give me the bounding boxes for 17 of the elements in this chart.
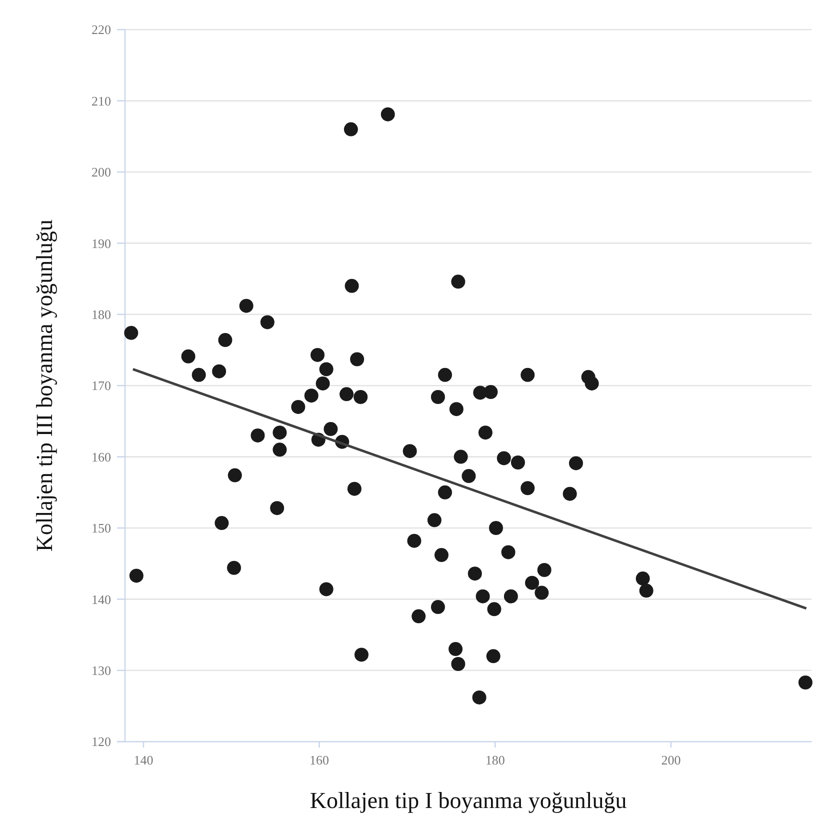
y-tick-label: 200 (92, 164, 111, 180)
y-tick-label: 220 (92, 22, 111, 38)
y-tick-label: 120 (92, 734, 111, 750)
y-tick-label: 190 (92, 236, 111, 251)
x-tick-label: 180 (485, 752, 505, 768)
y-tick-label: 210 (92, 93, 111, 108)
y-tick-label: 150 (92, 520, 111, 536)
x-tick-label: 200 (661, 752, 681, 768)
y-tick-label: 130 (92, 662, 111, 678)
y-axis-title: Kollajen tip III boyanma yoğunluğu (32, 219, 57, 552)
y-tick-label: 180 (92, 306, 111, 322)
x-axis-title: Kollajen tip I boyanma yoğunluğu (310, 788, 628, 813)
y-tick-label: 170 (92, 378, 111, 394)
x-tick-label: 140 (134, 752, 154, 768)
y-tick-label: 140 (92, 592, 111, 607)
x-tick-label: 160 (310, 752, 330, 768)
y-tick-label: 160 (92, 449, 111, 464)
